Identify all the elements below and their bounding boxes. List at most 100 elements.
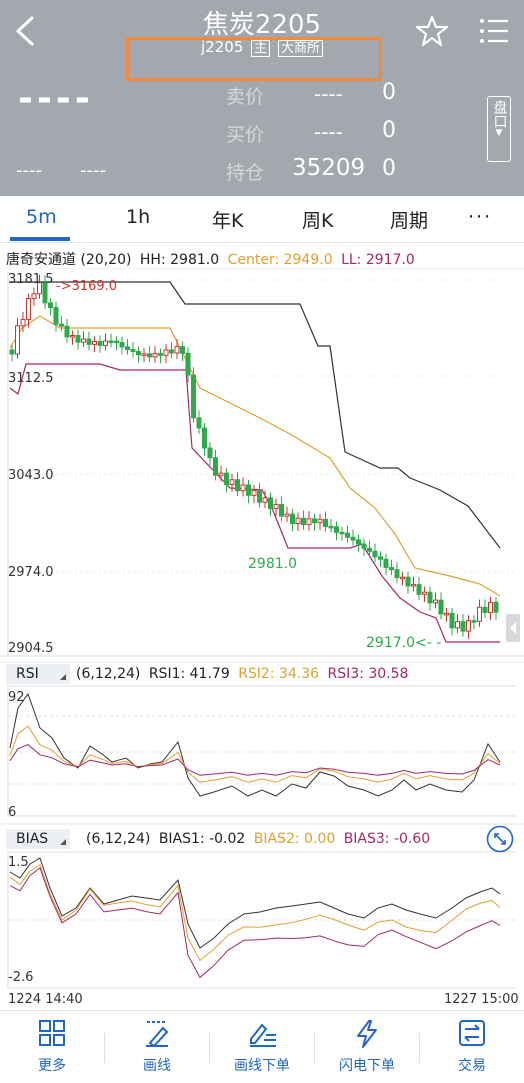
y-label-bottom: 2904.5 xyxy=(8,641,54,656)
candle-body xyxy=(411,584,416,587)
rsi1-value: RSI1: 41.79 xyxy=(148,666,230,682)
trade-icon xyxy=(459,1020,485,1046)
open-interest: 35209 xyxy=(292,155,366,181)
candle-body xyxy=(460,621,466,632)
candle-body xyxy=(455,621,460,629)
back-arrow-icon[interactable] xyxy=(10,14,44,48)
buy-price-label: 买价 xyxy=(226,124,265,146)
candle-body xyxy=(339,531,345,535)
candle-body xyxy=(141,353,147,356)
quote-header: 焦炭2205 j2205 主 大商所 ---- ---- ---- 卖价 ---… xyxy=(0,0,524,196)
candle-body xyxy=(400,576,405,580)
buy-qty: 0 xyxy=(382,118,396,143)
order-book-toggle[interactable]: 盘口 ▼ xyxy=(487,96,511,162)
pen-icon xyxy=(146,1021,169,1047)
candle-body xyxy=(433,599,438,604)
nav-more[interactable]: 更多 xyxy=(0,1011,104,1083)
rsi-legend: (6,12,24) RSI1: 41.79 RSI2: 34.36 RSI3: … xyxy=(76,666,408,682)
contract-subtitle: j2205 主 大商所 xyxy=(0,38,524,57)
bottom-nav: 更多 画线 画线下单 闪电下单 交 xyxy=(0,1010,524,1083)
bias2-line xyxy=(9,863,501,962)
nav-draw-line[interactable]: 画线 xyxy=(105,1011,209,1083)
rsi3-line xyxy=(9,744,501,776)
candle-body xyxy=(64,325,70,338)
candle-body xyxy=(493,601,499,613)
nav-flash-order-label: 闪电下单 xyxy=(339,1058,395,1074)
candle-body xyxy=(438,599,444,615)
candle-body xyxy=(312,518,317,524)
candle-body xyxy=(378,556,383,560)
candle-body xyxy=(169,349,174,354)
candle-body xyxy=(471,620,477,623)
channel-ll-line xyxy=(9,363,500,643)
candle-body xyxy=(213,457,218,476)
candle-body xyxy=(163,349,169,356)
price-change: ---- xyxy=(16,160,42,181)
bias3-value: BIAS3: -0.60 xyxy=(343,831,431,847)
rsi-y-bottom: 6 xyxy=(8,805,17,820)
candle-body xyxy=(108,340,114,344)
candle-body xyxy=(224,472,229,485)
draw-order-icon xyxy=(250,1023,276,1047)
tab-more[interactable]: ··· xyxy=(468,206,493,228)
candle-body xyxy=(86,338,92,345)
candle-body xyxy=(180,346,185,354)
candle-body xyxy=(235,479,240,492)
y-label-2: 3112.5 xyxy=(8,371,54,386)
center-value: Center: 2949.0 xyxy=(227,252,333,268)
exchange-tag: 大商所 xyxy=(277,40,323,57)
nav-flash-order[interactable]: 闪电下单 xyxy=(315,1011,419,1083)
tab-week-k[interactable]: 周K xyxy=(302,210,334,232)
candle-body xyxy=(295,517,301,524)
candle-body xyxy=(152,353,158,358)
bias-y-top: 1.5 xyxy=(8,855,29,870)
candle-body xyxy=(114,340,119,344)
candle-body xyxy=(466,620,471,632)
candle-body xyxy=(356,539,361,545)
candle-body xyxy=(31,293,37,299)
candle-body xyxy=(81,338,86,343)
candle-body xyxy=(449,612,455,629)
nav-draw-order[interactable]: 画线下单 xyxy=(210,1011,314,1083)
high-annotation: ->3169.0 xyxy=(56,279,118,294)
mid-annotation: 2981.0 xyxy=(248,556,297,572)
price-chart[interactable] xyxy=(0,268,524,1008)
candle-body xyxy=(196,417,202,429)
candle-body xyxy=(350,536,356,541)
tab-period[interactable]: 周期 xyxy=(390,210,429,232)
highlight-box xyxy=(126,37,382,81)
bias-selector[interactable]: BIAS xyxy=(6,829,70,849)
tab-1h[interactable]: 1h xyxy=(126,206,151,228)
candle-body xyxy=(284,513,290,517)
candle-body xyxy=(257,490,262,503)
candle-body xyxy=(20,318,26,327)
caret-down-icon: ▼ xyxy=(495,128,503,138)
expand-icon[interactable] xyxy=(486,825,514,853)
candle-body xyxy=(394,569,400,579)
nav-trade[interactable]: 交易 xyxy=(420,1011,524,1083)
lightning-icon xyxy=(357,1020,377,1048)
hh-value: HH: 2981.0 xyxy=(139,252,220,268)
candle-body xyxy=(26,297,31,320)
candle-body xyxy=(37,282,42,295)
rsi2-line xyxy=(9,725,501,783)
channel-hh-line xyxy=(10,281,501,549)
channel-center-line xyxy=(9,315,501,597)
bias1-value: BIAS1: -0.02 xyxy=(158,831,246,847)
tab-5m[interactable]: 5m xyxy=(26,206,57,228)
candle-body xyxy=(9,349,15,355)
time-start: 1224 14:40 xyxy=(8,992,83,1007)
candle-body xyxy=(273,503,279,510)
candle-body xyxy=(301,517,306,526)
favorite-star-icon[interactable] xyxy=(415,14,449,48)
candle-body xyxy=(15,325,20,355)
candle-body xyxy=(345,532,350,538)
candle-body xyxy=(361,543,367,549)
contract-title: 焦炭2205 xyxy=(202,10,322,40)
rsi-selector[interactable]: RSI xyxy=(6,664,70,684)
menu-list-icon[interactable] xyxy=(478,16,510,46)
candle-body xyxy=(158,353,163,356)
candle-body xyxy=(389,567,394,571)
tab-year-k[interactable]: 年K xyxy=(212,210,244,232)
candle-body xyxy=(444,612,449,616)
